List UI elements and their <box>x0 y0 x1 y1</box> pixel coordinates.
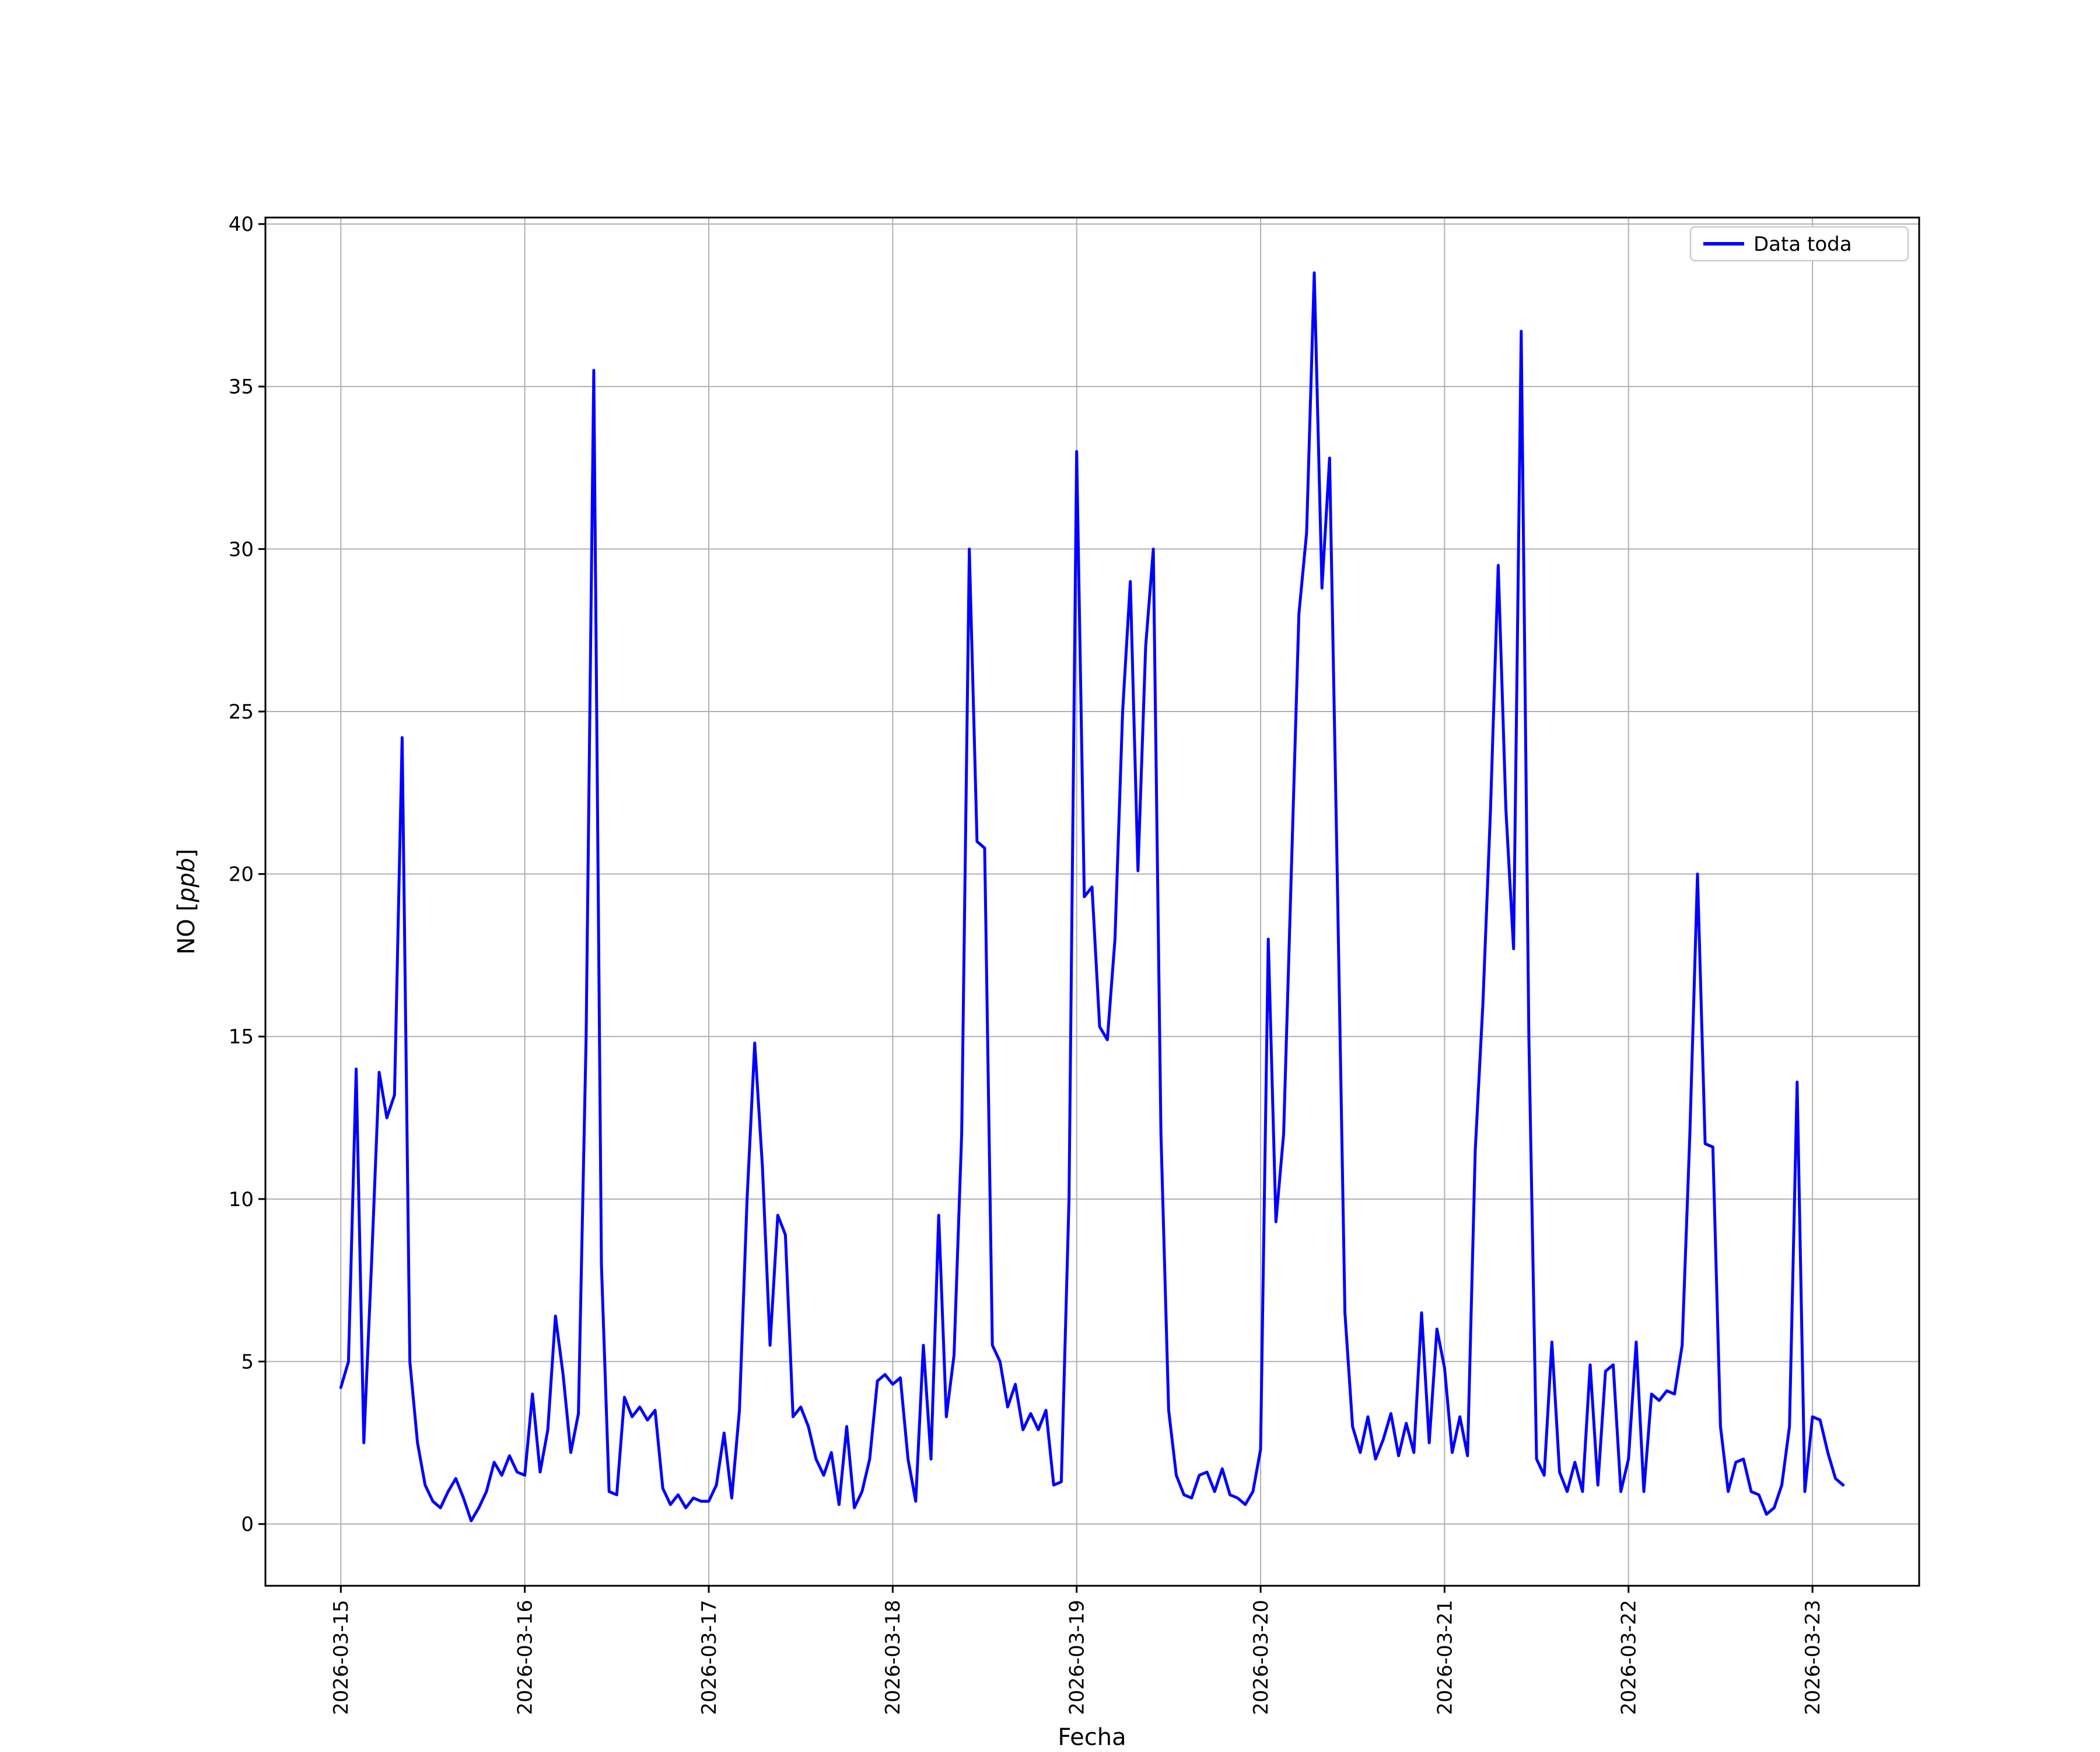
y-axis-label-prefix: NO [ <box>173 902 200 955</box>
y-tick-label: 10 <box>229 1188 254 1211</box>
y-tick-label: 40 <box>229 213 254 236</box>
legend: Data toda <box>1689 226 1909 262</box>
x-tick-label: 2026-03-15 <box>330 1600 353 1715</box>
data-line <box>339 271 1845 1523</box>
x-tick-label: 2026-03-19 <box>1066 1600 1089 1715</box>
plot-border <box>264 216 1920 1587</box>
y-tick-label: 25 <box>229 700 254 724</box>
y-tick-label: 30 <box>229 538 254 561</box>
legend-box <box>1689 226 1909 262</box>
x-tick-label: 2026-03-20 <box>1250 1600 1273 1715</box>
x-tick-label: 2026-03-22 <box>1618 1600 1641 1715</box>
legend-label: Data toda <box>1754 233 1852 256</box>
y-tick-label: 5 <box>241 1350 254 1373</box>
x-axis-label: Fecha <box>1058 1724 1126 1750</box>
x-tick-label: 2026-03-17 <box>698 1600 721 1715</box>
y-tick-label: 20 <box>229 863 254 886</box>
tick-marks <box>258 223 1814 1593</box>
y-axis-label: NO [ppb] <box>173 849 200 955</box>
x-tick-label: 2026-03-16 <box>514 1600 537 1715</box>
y-tick-label: 35 <box>229 376 254 399</box>
x-tick-label: 2026-03-23 <box>1801 1600 1825 1715</box>
y-tick-label: 15 <box>229 1025 254 1049</box>
y-axis-label-suffix: ] <box>173 849 200 858</box>
x-tick-label: 2026-03-21 <box>1433 1600 1457 1715</box>
y-axis-label-units: ppb <box>173 858 200 903</box>
x-tick-labels: 2026-03-15 2026-03-16 2026-03-17 2026-03-18… <box>330 1600 1825 1715</box>
y-tick-label: 0 <box>241 1513 254 1536</box>
y-tick-labels: 0 5 10 15 20 25 30 35 40 <box>229 213 254 1536</box>
x-tick-label: 2026-03-18 <box>881 1600 905 1715</box>
gridlines <box>265 218 1919 1586</box>
